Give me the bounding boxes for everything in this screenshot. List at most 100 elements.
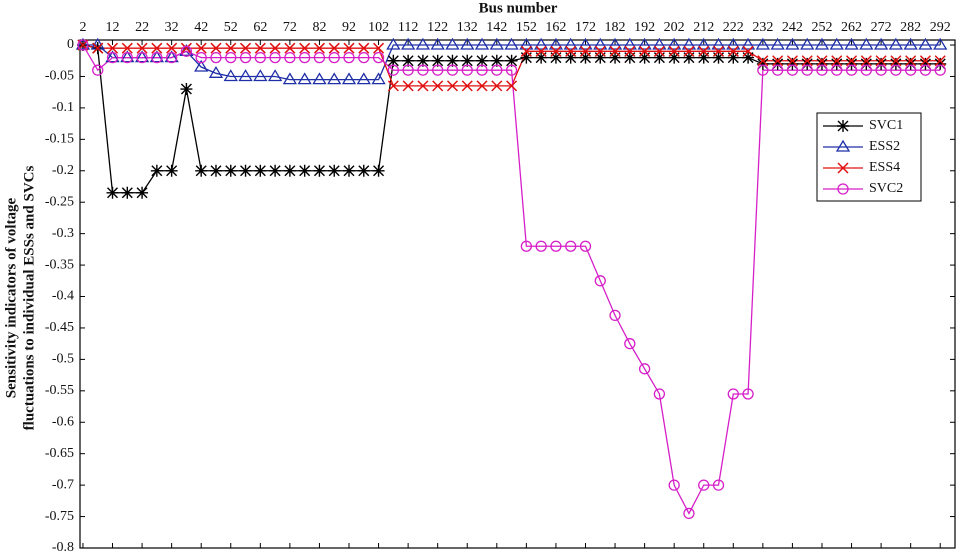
marker-shape xyxy=(903,37,918,50)
marker xyxy=(313,51,326,64)
marker xyxy=(313,164,326,177)
marker-shape xyxy=(890,64,902,76)
marker-shape xyxy=(681,37,697,50)
marker xyxy=(578,37,593,50)
marker-shape xyxy=(919,55,931,67)
marker-shape xyxy=(624,338,636,350)
x-tick-label: 212 xyxy=(693,20,714,35)
marker xyxy=(121,51,133,64)
marker xyxy=(520,51,533,64)
marker xyxy=(136,186,149,199)
y-axis-label: fluctuations to individual ESSs and SVCs xyxy=(21,165,37,430)
marker xyxy=(343,42,355,54)
marker-shape xyxy=(742,45,754,57)
marker xyxy=(357,164,370,177)
marker xyxy=(831,55,843,67)
marker xyxy=(313,42,325,54)
y-tick-label: -0.2 xyxy=(52,163,74,178)
marker-shape xyxy=(771,57,784,70)
y-tick-label: -0.15 xyxy=(45,132,74,147)
series-line xyxy=(82,44,941,81)
marker-shape xyxy=(328,42,340,54)
marker xyxy=(905,55,917,67)
legend: SVC1 ESS2 ESS4 SVC2 xyxy=(816,112,922,202)
marker-shape xyxy=(711,37,726,50)
marker-shape xyxy=(134,50,150,63)
marker xyxy=(638,363,651,375)
marker xyxy=(92,64,104,76)
marker-shape xyxy=(225,51,237,64)
marker-shape xyxy=(417,64,429,76)
marker-shape xyxy=(638,51,651,64)
marker xyxy=(889,57,902,70)
marker-shape xyxy=(416,54,429,67)
marker-shape xyxy=(831,55,843,67)
marker-shape xyxy=(166,42,178,54)
x-tick-label: 202 xyxy=(664,20,685,35)
marker-shape xyxy=(267,69,283,82)
marker-shape xyxy=(786,64,799,76)
marker-shape xyxy=(845,57,858,70)
marker-shape xyxy=(579,51,592,64)
marker-shape xyxy=(358,51,370,64)
marker xyxy=(373,42,385,54)
marker-shape xyxy=(829,37,844,50)
marker xyxy=(771,64,784,76)
marker-shape xyxy=(106,186,119,199)
marker-shape xyxy=(757,55,769,67)
marker-shape xyxy=(387,80,399,92)
marker xyxy=(755,37,771,50)
y-tick-label: -0.7 xyxy=(52,477,74,492)
marker xyxy=(837,183,849,195)
marker-shape xyxy=(786,55,798,67)
marker-shape xyxy=(594,45,606,57)
marker-shape xyxy=(92,42,104,54)
marker-shape xyxy=(726,37,741,50)
marker xyxy=(506,80,518,92)
marker xyxy=(446,64,459,76)
marker xyxy=(386,37,401,50)
marker-shape xyxy=(698,45,710,57)
marker xyxy=(358,42,370,54)
marker xyxy=(830,57,843,70)
marker-shape xyxy=(313,164,326,177)
marker-shape xyxy=(121,51,133,64)
marker xyxy=(372,51,385,64)
marker xyxy=(195,164,208,177)
marker xyxy=(757,55,769,67)
x-tick-label: 32 xyxy=(165,20,179,35)
marker-shape xyxy=(328,51,340,64)
marker xyxy=(504,37,519,50)
y-tick-label: -0.5 xyxy=(52,352,74,367)
marker xyxy=(474,37,490,50)
marker xyxy=(835,139,851,152)
marker-shape xyxy=(254,42,266,54)
x-tick-label: 72 xyxy=(283,20,297,35)
marker-shape xyxy=(801,57,814,70)
marker xyxy=(668,479,680,491)
marker-shape xyxy=(505,54,518,67)
marker xyxy=(105,50,120,63)
marker-shape xyxy=(195,51,207,64)
x-tick-label: 42 xyxy=(194,20,208,35)
marker xyxy=(239,51,252,64)
marker xyxy=(253,69,268,82)
marker-shape xyxy=(594,51,607,64)
marker-shape xyxy=(889,57,902,70)
marker-shape xyxy=(445,37,460,50)
marker-shape xyxy=(594,275,606,287)
marker xyxy=(120,50,135,63)
x-tick-label: 242 xyxy=(782,20,803,35)
marker-shape xyxy=(106,51,119,64)
marker xyxy=(267,69,283,82)
marker xyxy=(77,39,89,51)
marker xyxy=(121,186,134,199)
marker xyxy=(341,72,357,85)
marker-shape xyxy=(298,164,311,177)
marker xyxy=(387,80,399,92)
marker xyxy=(430,37,445,50)
marker xyxy=(489,37,504,50)
marker xyxy=(371,72,386,85)
y-tick-label: -0.35 xyxy=(45,257,74,272)
